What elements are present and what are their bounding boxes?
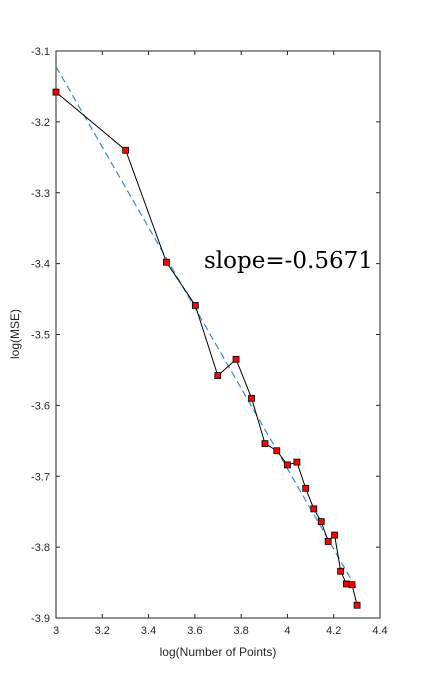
fit-line-layer xyxy=(55,66,358,590)
data-point xyxy=(248,394,255,402)
data-point xyxy=(293,458,301,466)
data-point xyxy=(324,538,332,545)
y-tick-label: -3.1 xyxy=(31,46,50,58)
data-point xyxy=(273,447,281,455)
data-point xyxy=(214,372,222,380)
x-tick-label: 3.6 xyxy=(187,625,202,637)
data-point xyxy=(284,461,291,469)
plot-area xyxy=(55,50,381,619)
x-tick-label: 3.4 xyxy=(141,625,156,637)
axis-ticks: 3 3.2 3.4 3.6 3.8 4 4.2 4.4 -3.1 -3.2 -3.3 -3.4 -3.5… xyxy=(31,46,388,637)
data-point xyxy=(337,567,345,575)
x-tick-label: 3 xyxy=(53,625,59,637)
data-point xyxy=(310,505,318,513)
fit-line xyxy=(55,66,358,590)
y-tick-label: -3.8 xyxy=(31,542,50,554)
x-tick-label: 3.8 xyxy=(233,625,248,637)
y-tick-label: -3.9 xyxy=(31,613,50,625)
data-point xyxy=(261,440,269,448)
series-layer xyxy=(52,88,361,609)
data-point xyxy=(191,302,199,309)
x-tick-label: 4.2 xyxy=(326,625,341,637)
y-tick-label: -3.2 xyxy=(31,117,50,129)
slope-annotation: slope=-0.5671 xyxy=(204,248,373,274)
data-point xyxy=(232,355,240,363)
x-tick-label: 3.2 xyxy=(95,625,110,637)
data-point xyxy=(302,484,310,492)
data-point xyxy=(317,518,325,526)
y-tick-label: -3.3 xyxy=(31,188,50,200)
data-point xyxy=(52,88,60,96)
data-point xyxy=(162,258,170,266)
x-tick-label: 4 xyxy=(284,625,290,637)
x-tick-label: 4.4 xyxy=(372,625,387,637)
data-point xyxy=(331,531,339,539)
y-axis-label: log(MSE) xyxy=(8,309,22,359)
x-axis-label: log(Number of Points) xyxy=(160,645,277,659)
data-point xyxy=(343,580,350,588)
y-tick-label: -3.5 xyxy=(31,330,50,342)
data-point xyxy=(353,601,361,609)
series-line xyxy=(55,91,358,606)
data-point xyxy=(348,581,356,589)
y-tick-label: -3.4 xyxy=(31,259,50,271)
data-point xyxy=(122,146,130,154)
y-tick-label: -3.6 xyxy=(31,400,50,412)
y-tick-label: -3.7 xyxy=(31,471,50,483)
